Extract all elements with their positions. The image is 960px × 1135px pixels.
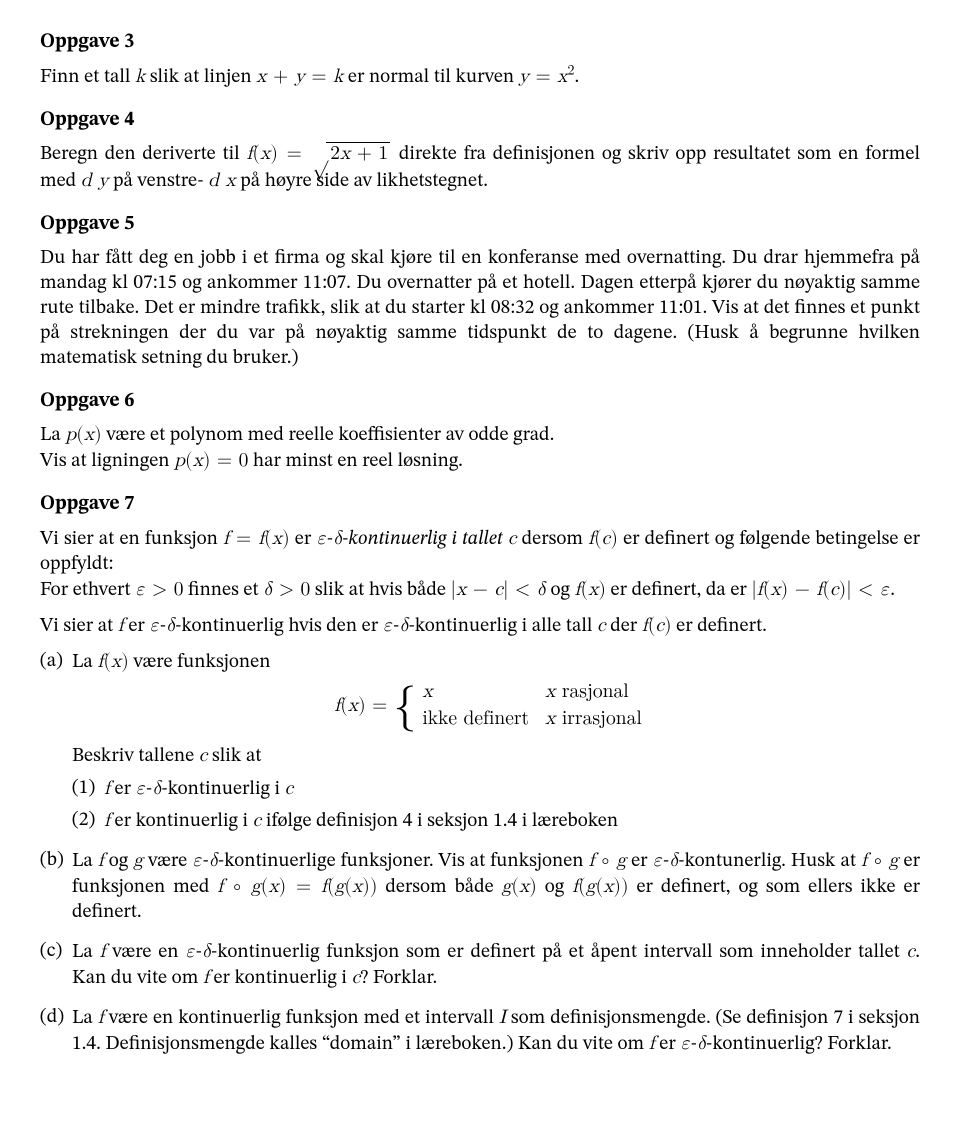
label-b: (b) bbox=[40, 848, 64, 873]
oppgave5-title: Oppgave 5 bbox=[40, 212, 920, 238]
oppgave6-title: Oppgave 6 bbox=[40, 389, 920, 415]
label-d: (d) bbox=[40, 1005, 64, 1030]
piecewise-lhs: f(x) = bbox=[334, 693, 387, 718]
oppgave7-a-intro: La f(x) være funksjonen bbox=[72, 652, 270, 672]
label-2: (2) bbox=[72, 808, 95, 833]
piecewise-r1-val: x bbox=[422, 681, 432, 701]
label-1: (1) bbox=[72, 776, 95, 801]
oppgave3-text: Finn et tall k slik at linjen x + y = k … bbox=[40, 64, 920, 90]
document-page: Oppgave 3 Finn et tall k slik at linjen … bbox=[0, 0, 960, 1111]
piecewise-r2-val: ikke definert bbox=[422, 706, 545, 733]
piecewise-r1-cond: x rasjonal bbox=[545, 679, 658, 706]
oppgave7-d: (d) La f være en kontinuerlig funksjon m… bbox=[40, 1005, 920, 1057]
oppgave7-b: (b) La f og g være ε-δ-kontinuerlige fun… bbox=[40, 848, 920, 925]
oppgave4-title: Oppgave 4 bbox=[40, 108, 920, 134]
label-a: (a) bbox=[40, 649, 63, 674]
label-c: (c) bbox=[40, 939, 62, 964]
left-brace-icon: { bbox=[393, 683, 416, 729]
oppgave7-a2: (2) f er kontinuerlig i c ifølge definis… bbox=[72, 808, 920, 834]
oppgave4-text: Beregn den deriverte til f(x) = √2x + 1 … bbox=[40, 141, 920, 194]
oppgave7-title: Oppgave 7 bbox=[40, 492, 920, 518]
oppgave7-a-after: Beskriv tallene c slik at bbox=[72, 743, 920, 769]
piecewise-r2-cond: x irrasjonal bbox=[545, 706, 658, 733]
piecewise-rows: x x rasjonal ikke definert x irrasjonal bbox=[422, 679, 657, 733]
oppgave6-line1: La p(x) være et polynom med reelle koeff… bbox=[40, 422, 920, 474]
oppgave7-a: (a) La f(x) være funksjonen f(x) = { x x… bbox=[40, 649, 920, 835]
oppgave7-list: (a) La f(x) være funksjonen f(x) = { x x… bbox=[40, 649, 920, 1057]
oppgave5-text: Du har fått deg en jobb i et firma og sk… bbox=[40, 246, 920, 371]
oppgave7-a1: (1) f er ε-δ-kontinuerlig i c bbox=[72, 776, 920, 802]
piecewise-definition: f(x) = { x x rasjonal ikke definert x ir… bbox=[72, 679, 920, 733]
oppgave7-p2: Vi sier at f er ε-δ-kontinuerlig hvis de… bbox=[40, 613, 920, 639]
oppgave7-p1: Vi sier at en funksjon f = f(x) er ε-δ-k… bbox=[40, 526, 920, 603]
oppgave7-c: (c) La f være en ε-δ-kontinuerlig funksj… bbox=[40, 939, 920, 991]
oppgave3-title: Oppgave 3 bbox=[40, 30, 920, 56]
oppgave7-a-sublist: (1) f er ε-δ-kontinuerlig i c (2) f er k… bbox=[72, 776, 920, 834]
